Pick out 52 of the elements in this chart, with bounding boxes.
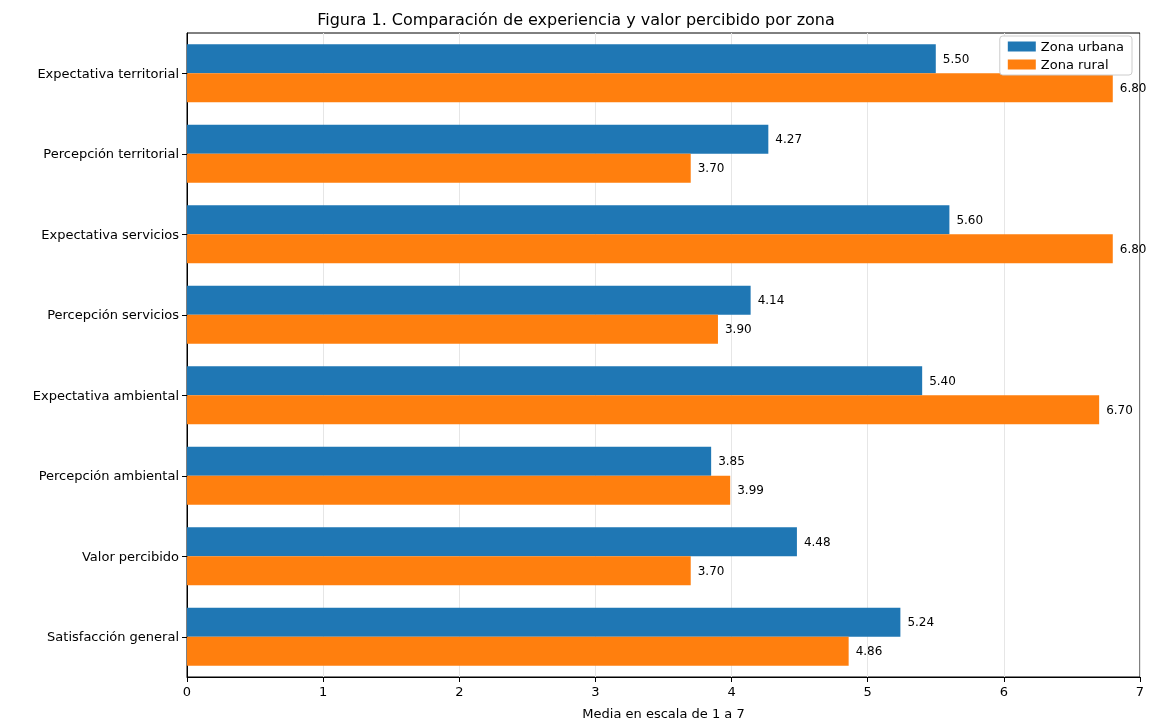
data-label: 5.24	[907, 615, 935, 630]
x-tick-label: 1	[319, 684, 328, 699]
data-label: 6.80	[1119, 80, 1147, 95]
x-tick-label: 4	[727, 684, 736, 699]
legend-label: Zona rural	[1040, 57, 1109, 72]
data-label: 3.99	[737, 483, 764, 498]
data-label: 4.14	[757, 293, 785, 308]
data-label: 4.27	[775, 132, 803, 147]
x-axis-title: Media en escala de 1 a 7	[582, 706, 745, 721]
y-tick-label: Valor percibido	[81, 548, 180, 564]
y-tick-label: Percepción ambiental	[38, 468, 179, 484]
x-tick-label: 5	[863, 684, 872, 699]
x-tick-label: 7	[1135, 684, 1145, 699]
data-label: 3.70	[697, 563, 725, 578]
x-tick-label: 6	[999, 684, 1008, 699]
data-label: 5.40	[929, 373, 956, 388]
bar	[187, 556, 691, 586]
data-label: 5.50	[942, 51, 970, 66]
bar	[187, 527, 797, 557]
bar	[187, 73, 1113, 103]
data-label: 5.60	[956, 212, 984, 227]
data-label: 6.80	[1119, 241, 1147, 256]
data-label: 4.86	[855, 644, 883, 659]
data-label: 6.70	[1106, 402, 1133, 417]
legend-label: Zona urbana	[1040, 39, 1125, 54]
y-tick-label: Expectativa servicios	[41, 226, 180, 242]
x-tick-label: 0	[182, 684, 192, 699]
x-tick-label: 2	[455, 684, 464, 699]
data-label: 3.90	[724, 322, 752, 337]
bar	[187, 124, 769, 154]
bar	[187, 607, 901, 637]
y-tick-label: Expectativa territorial	[37, 65, 179, 81]
data-label: 3.85	[718, 454, 745, 469]
bar	[187, 636, 849, 666]
y-tick-label: Percepción servicios	[47, 307, 180, 323]
bar	[187, 44, 936, 74]
bar	[187, 205, 950, 235]
x-tick-label: 3	[591, 684, 600, 699]
bar	[187, 366, 923, 396]
bar	[187, 234, 1113, 264]
bar	[187, 475, 731, 505]
bar	[187, 446, 712, 476]
data-label: 4.48	[803, 534, 831, 549]
bar	[187, 395, 1100, 425]
bar	[187, 153, 691, 183]
data-label: 3.70	[697, 161, 725, 176]
y-tick-label: Satisfacción general	[47, 629, 179, 645]
y-tick-label: Expectativa ambiental	[32, 387, 179, 403]
bar	[187, 285, 751, 315]
chart-title: Figura 1. Comparación de experiencia y valor percibido por zona	[317, 9, 835, 29]
bar	[187, 314, 718, 344]
y-tick-label: Percepción territorial	[43, 146, 179, 162]
